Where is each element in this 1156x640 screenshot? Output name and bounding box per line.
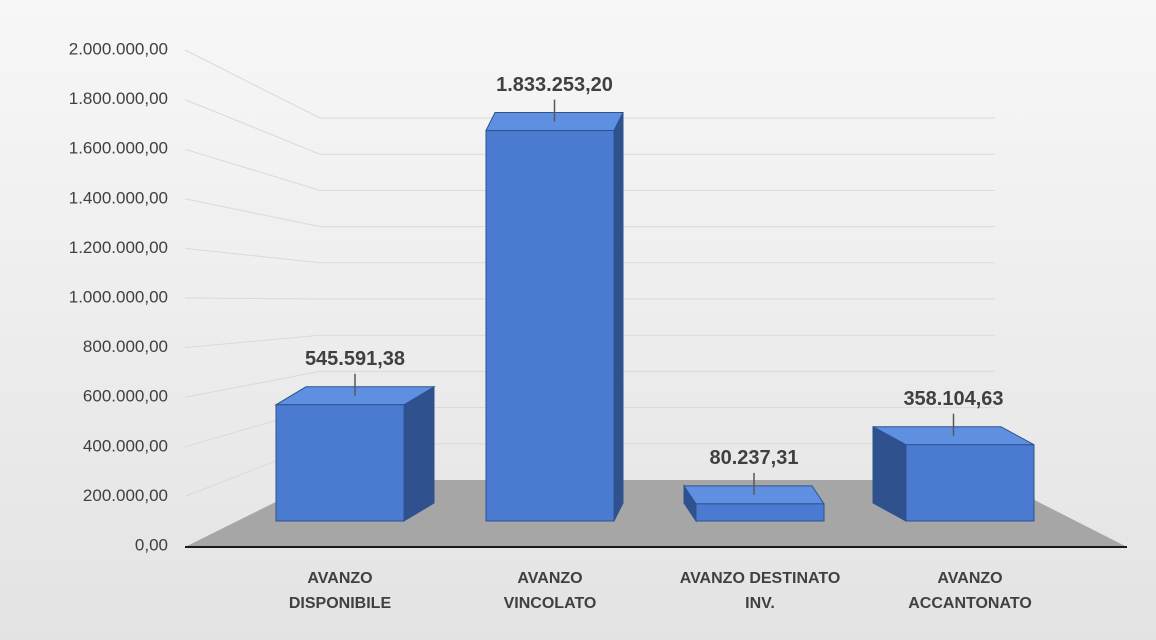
data-label: 358.104,63: [903, 388, 1003, 410]
y-tick-label: 1.400.000,00: [69, 188, 168, 207]
grid-line: [184, 370, 995, 398]
grid-line: [184, 148, 995, 191]
data-label: 1.833.253,20: [496, 74, 613, 96]
y-tick-label: 600.000,00: [83, 387, 168, 406]
bar-front: [275, 404, 405, 522]
grid-line: [184, 247, 995, 264]
y-tick-label: 1.200.000,00: [69, 238, 168, 257]
y-tick-label: 1.800.000,00: [69, 89, 168, 108]
bar-front: [485, 130, 615, 522]
x-tick-label: AVANZO DESTINATO INV.: [679, 570, 841, 612]
bar: [872, 425, 1035, 522]
bar: [485, 112, 624, 522]
y-tick-label: 1.600.000,00: [69, 139, 168, 158]
data-label: 80.237,31: [710, 447, 799, 469]
data-label: 545.591,38: [305, 348, 405, 370]
bar-front: [695, 503, 825, 522]
x-tick-label: AVANZO ACCANTONATO: [908, 570, 1032, 612]
y-tick-label: 0,00: [135, 535, 168, 554]
y-tick-label: 2.000.000,00: [69, 39, 168, 58]
y-tick-label: 800.000,00: [83, 337, 168, 356]
bar: [683, 484, 825, 523]
y-tick-label: 400.000,00: [83, 436, 168, 455]
bar-front: [905, 444, 1035, 522]
bar: [274, 385, 436, 522]
x-tick-label: AVANZO DISPONIBILE: [288, 570, 392, 612]
grid-line: [184, 334, 995, 349]
bar-side: [613, 112, 624, 522]
bar-side: [403, 385, 435, 522]
grid-line: [184, 297, 995, 300]
y-tick-label: 1.000.000,00: [69, 287, 168, 306]
y-tick-label: 200.000,00: [83, 486, 168, 505]
grid-line: [184, 49, 995, 119]
x-tick-label: AVANZO VINCOLATO: [503, 570, 597, 612]
grid-line: [184, 198, 995, 228]
grid-line: [184, 99, 995, 155]
